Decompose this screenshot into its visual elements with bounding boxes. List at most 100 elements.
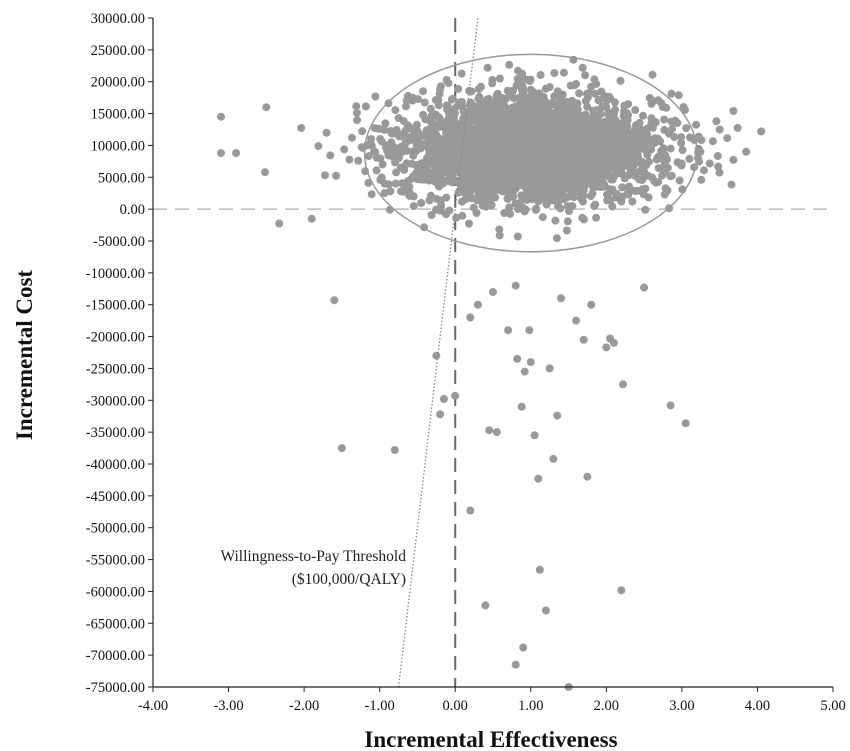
data-point [534,474,543,483]
data-point [525,107,534,116]
data-point [489,288,497,296]
data-point [461,127,469,136]
y-tick-label: 10000.00 [91,138,145,154]
data-point [599,123,608,132]
data-point [450,105,458,113]
data-point [573,105,582,114]
data-point [641,205,650,214]
data-point [598,142,607,151]
data-point [330,296,339,305]
data-point [620,126,629,135]
data-point [677,139,686,147]
data-point [575,139,583,148]
data-point [675,176,684,185]
data-point [578,213,587,222]
data-point [581,125,590,134]
data-point [412,169,421,177]
data-point [528,116,536,125]
data-point [547,154,555,163]
data-point [647,114,656,123]
data-point [656,137,665,146]
data-point [565,207,573,216]
data-point [435,90,444,98]
data-point [569,163,578,171]
data-point [533,156,542,165]
data-point [354,156,363,165]
data-point [692,120,701,129]
data-point [569,191,578,200]
data-point [391,128,400,137]
data-point [587,300,596,309]
y-tick-label: 15000.00 [91,107,145,123]
data-point [639,190,648,199]
data-point [443,128,452,137]
data-point [445,206,454,215]
data-point [590,75,599,84]
data-point [705,159,714,168]
data-point [440,160,449,169]
data-point [506,209,515,218]
data-point [559,68,568,77]
data-point [486,121,495,129]
data-point [578,164,587,173]
data-point [503,187,512,196]
data-point [631,106,640,115]
data-point [666,144,675,153]
data-point [307,214,316,223]
data-point [436,82,445,91]
data-point [523,186,532,195]
data-point [510,169,519,178]
data-point [434,177,443,186]
data-point [682,124,691,133]
data-point [578,63,587,72]
data-point [476,116,485,125]
data-point [474,94,483,103]
data-point [364,152,373,161]
data-point [519,643,528,652]
data-point [530,193,539,202]
data-point [648,70,657,79]
data-point [455,98,464,107]
data-point [553,189,561,198]
data-point [559,101,568,110]
data-point [467,194,476,203]
data-point [500,209,509,217]
data-point [492,182,501,191]
data-point [419,168,428,177]
data-point [340,145,349,154]
data-point [391,106,400,115]
x-tick-label: 4.00 [745,698,770,714]
data-point [412,124,420,133]
data-point [619,380,627,389]
data-point [466,179,475,188]
data-point [574,156,582,165]
data-point [425,196,434,205]
data-point [261,168,269,177]
data-point [367,190,376,199]
data-point [681,419,690,428]
data-point [430,161,439,170]
data-point [572,80,581,88]
data-point [458,177,467,186]
data-point [475,103,484,112]
data-point [458,197,466,206]
data-point [428,168,437,177]
data-point [521,120,530,129]
y-tick-label: -15000.00 [86,298,145,314]
data-point [544,193,552,202]
y-tick-label: -30000.00 [86,393,145,409]
data-point [678,146,687,155]
data-point [550,69,559,78]
data-point [563,217,572,226]
data-point [413,139,422,147]
data-point [578,197,587,206]
data-point [496,122,505,131]
data-point [476,82,485,91]
data-point [422,126,431,135]
data-point [592,107,601,116]
data-point [633,152,642,161]
data-point [530,431,539,440]
data-point [381,119,390,128]
data-point [495,74,504,83]
